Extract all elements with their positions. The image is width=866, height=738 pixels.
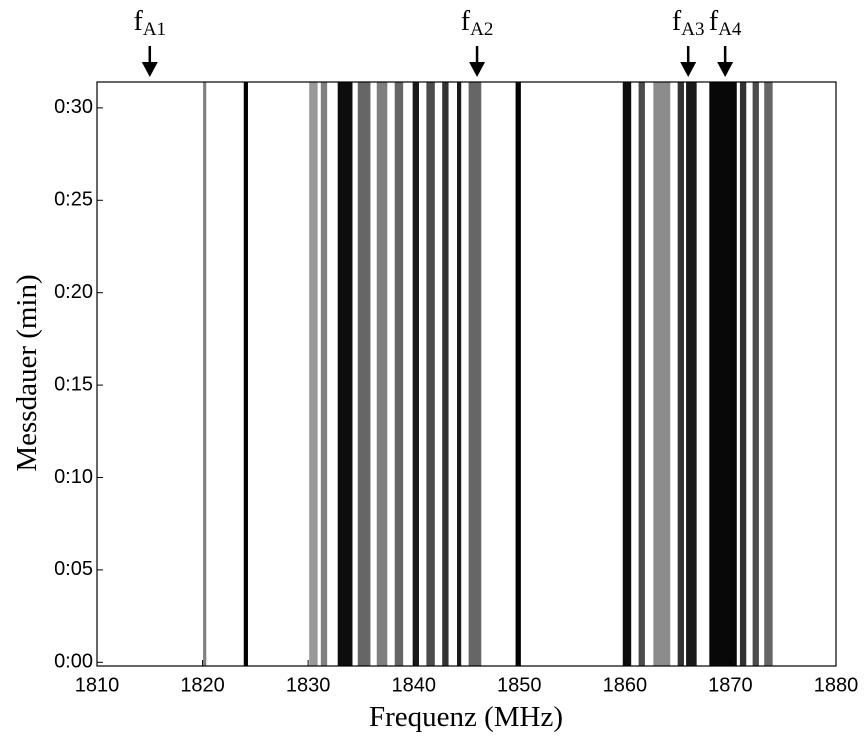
y-axis-title: Messdauer (min) bbox=[11, 274, 43, 471]
annotation-text: f bbox=[709, 6, 719, 37]
x-tick-label: 1850 bbox=[497, 674, 542, 696]
occupancy-band bbox=[677, 82, 684, 666]
annotation-text: f bbox=[461, 6, 471, 37]
occupancy-band bbox=[376, 82, 388, 666]
x-tick-label: 1860 bbox=[603, 674, 648, 696]
y-tick-label: 0:25 bbox=[54, 189, 93, 211]
occupancy-band bbox=[243, 82, 248, 666]
y-tick-label: 0:15 bbox=[54, 373, 93, 395]
annotation-label: fA1 bbox=[134, 6, 167, 40]
y-tick-label: 0:00 bbox=[54, 651, 93, 673]
y-tick-label: 0:30 bbox=[54, 96, 93, 118]
annotation-subscript: A4 bbox=[718, 19, 742, 40]
x-tick-label: 1810 bbox=[75, 674, 120, 696]
occupancy-band bbox=[468, 82, 482, 666]
occupancy-band bbox=[337, 82, 353, 666]
annotation-arrowhead bbox=[680, 62, 697, 77]
occupancy-band bbox=[622, 82, 632, 666]
occupancy-band bbox=[515, 82, 521, 666]
occupancy-band bbox=[309, 82, 318, 666]
annotation-arrowhead bbox=[717, 62, 734, 77]
annotation: fA4 bbox=[709, 6, 742, 77]
occupancy-band bbox=[709, 82, 737, 666]
annotation-subscript: A2 bbox=[470, 19, 493, 40]
annotation-label: fA3 bbox=[672, 6, 705, 40]
occupancy-band bbox=[686, 82, 697, 666]
x-tick-label: 1820 bbox=[180, 674, 225, 696]
x-tick-label: 1840 bbox=[391, 674, 436, 696]
occupancy-band bbox=[764, 82, 773, 666]
annotation-subscript: A1 bbox=[143, 19, 166, 40]
occupancy-band bbox=[412, 82, 419, 666]
x-axis-title: Frequenz (MHz) bbox=[369, 701, 563, 733]
plot-frame bbox=[96, 81, 837, 667]
annotation-text: f bbox=[672, 6, 682, 37]
x-tick-label: 1870 bbox=[708, 674, 753, 696]
occupancy-band bbox=[203, 82, 207, 666]
annotation: fA1 bbox=[134, 6, 167, 77]
occupancy-band bbox=[456, 82, 462, 666]
annotation-arrowhead bbox=[141, 62, 158, 77]
occupancy-band bbox=[653, 82, 671, 666]
occupancy-band bbox=[394, 82, 404, 666]
y-tick-label: 0:05 bbox=[54, 558, 93, 580]
x-tick-label: 1880 bbox=[814, 674, 859, 696]
occupancy-band bbox=[752, 82, 759, 666]
y-tick-label: 0:10 bbox=[54, 466, 93, 488]
y-tick-label: 0:20 bbox=[54, 281, 93, 303]
annotation-label: fA4 bbox=[709, 6, 742, 40]
annotation-subscript: A3 bbox=[681, 19, 704, 40]
occupancy-band bbox=[357, 82, 371, 666]
annotation-label: fA2 bbox=[461, 6, 494, 40]
occupancy-band bbox=[426, 82, 435, 666]
annotation-arrowhead bbox=[469, 62, 486, 77]
x-tick-label: 1830 bbox=[286, 674, 331, 696]
occupancy-band bbox=[442, 82, 449, 666]
annotation: fA3 bbox=[672, 6, 705, 77]
annotation-text: f bbox=[134, 6, 144, 37]
occupancy-band bbox=[320, 82, 328, 666]
annotation: fA2 bbox=[461, 6, 494, 77]
occupancy-band bbox=[739, 82, 747, 666]
occupancy-band bbox=[638, 82, 645, 666]
